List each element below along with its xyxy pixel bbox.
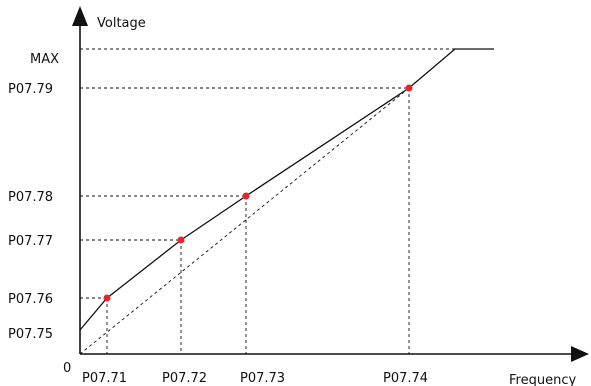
x-axis-title: Frequency: [509, 373, 576, 386]
y-label-p0776: P07.76: [8, 292, 53, 307]
y-label-max: MAX: [30, 52, 59, 67]
y-axis-title: Voltage: [97, 16, 146, 31]
vf-curve: [79, 48, 494, 331]
x-axis-arrow-icon: [571, 346, 589, 362]
point-p0772-p0777: [177, 236, 185, 244]
y-label-p0777: P07.77: [8, 234, 53, 249]
origin-label: 0: [63, 361, 71, 376]
point-p0773-p0778: [242, 192, 250, 200]
y-label-p0778: P07.78: [8, 190, 53, 205]
y-label-p0779: P07.79: [8, 82, 53, 97]
x-label-p0774: P07.74: [383, 371, 428, 386]
x-label-p0772: P07.72: [162, 371, 207, 386]
x-label-p0773: P07.73: [240, 371, 285, 386]
point-p0774-p0779: [405, 84, 413, 92]
linear-reference-line: [79, 87, 410, 355]
x-label-p0771: P07.71: [82, 371, 127, 386]
y-axis-arrow-icon: [72, 6, 88, 26]
y-label-p0775: P07.75: [8, 327, 53, 342]
point-p0771-p0776: [103, 294, 111, 302]
